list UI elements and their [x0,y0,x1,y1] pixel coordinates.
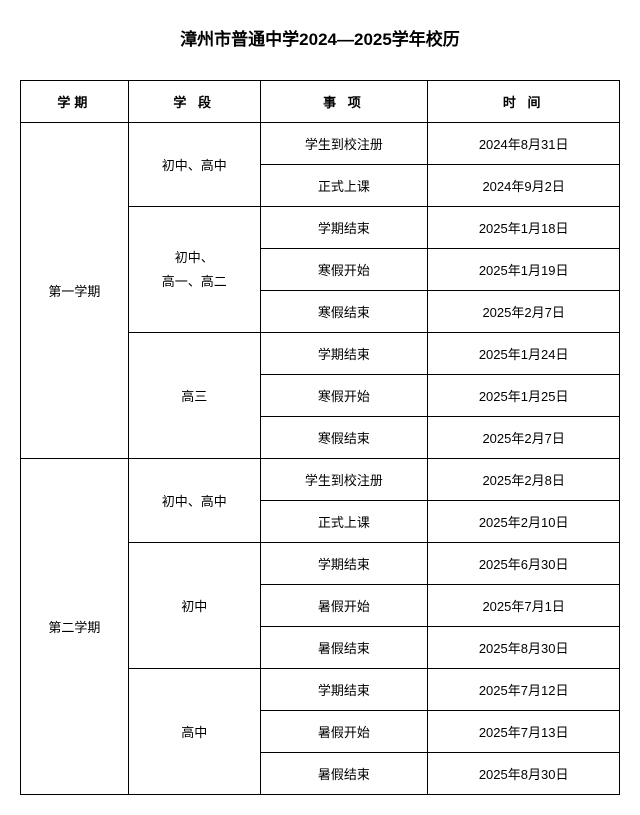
item-cell: 暑假开始 [260,711,428,753]
header-semester: 学期 [21,81,129,123]
calendar-table: 学期 学 段 事 项 时 间 第一学期 初中、高中 学生到校注册 2024年8月… [20,80,620,795]
item-cell: 寒假开始 [260,375,428,417]
item-cell: 学生到校注册 [260,459,428,501]
item-cell: 寒假结束 [260,417,428,459]
table-body: 第一学期 初中、高中 学生到校注册 2024年8月31日 正式上课 2024年9… [21,123,620,795]
time-cell: 2024年9月2日 [428,165,620,207]
item-cell: 学期结束 [260,543,428,585]
time-cell: 2025年1月18日 [428,207,620,249]
time-cell: 2025年2月7日 [428,417,620,459]
item-cell: 寒假结束 [260,291,428,333]
time-cell: 2025年8月30日 [428,627,620,669]
time-cell: 2025年2月7日 [428,291,620,333]
item-cell: 正式上课 [260,165,428,207]
table-row: 第二学期 初中、高中 学生到校注册 2025年2月8日 [21,459,620,501]
time-cell: 2025年1月19日 [428,249,620,291]
item-cell: 学生到校注册 [260,123,428,165]
stage-cell: 初中 [128,543,260,669]
semester-cell: 第一学期 [21,123,129,459]
time-cell: 2024年8月31日 [428,123,620,165]
time-cell: 2025年7月12日 [428,669,620,711]
page-title: 漳州市普通中学2024—2025学年校历 [20,25,620,50]
stage-cell: 初中、高中 [128,123,260,207]
header-item: 事 项 [260,81,428,123]
time-cell: 2025年6月30日 [428,543,620,585]
header-time: 时 间 [428,81,620,123]
item-cell: 学期结束 [260,669,428,711]
item-cell: 暑假结束 [260,753,428,795]
table-row: 第一学期 初中、高中 学生到校注册 2024年8月31日 [21,123,620,165]
item-cell: 暑假开始 [260,585,428,627]
stage-cell: 初中、 高一、高二 [128,207,260,333]
header-stage: 学 段 [128,81,260,123]
time-cell: 2025年2月8日 [428,459,620,501]
stage-line2: 高一、高二 [162,274,227,289]
time-cell: 2025年8月30日 [428,753,620,795]
stage-cell: 初中、高中 [128,459,260,543]
item-cell: 暑假结束 [260,627,428,669]
item-cell: 学期结束 [260,207,428,249]
stage-cell: 高三 [128,333,260,459]
time-cell: 2025年1月25日 [428,375,620,417]
item-cell: 寒假开始 [260,249,428,291]
item-cell: 正式上课 [260,501,428,543]
time-cell: 2025年2月10日 [428,501,620,543]
item-cell: 学期结束 [260,333,428,375]
stage-line1: 初中、 [175,250,214,265]
time-cell: 2025年7月1日 [428,585,620,627]
time-cell: 2025年7月13日 [428,711,620,753]
table-header-row: 学期 学 段 事 项 时 间 [21,81,620,123]
stage-cell: 高中 [128,669,260,795]
semester-cell: 第二学期 [21,459,129,795]
time-cell: 2025年1月24日 [428,333,620,375]
